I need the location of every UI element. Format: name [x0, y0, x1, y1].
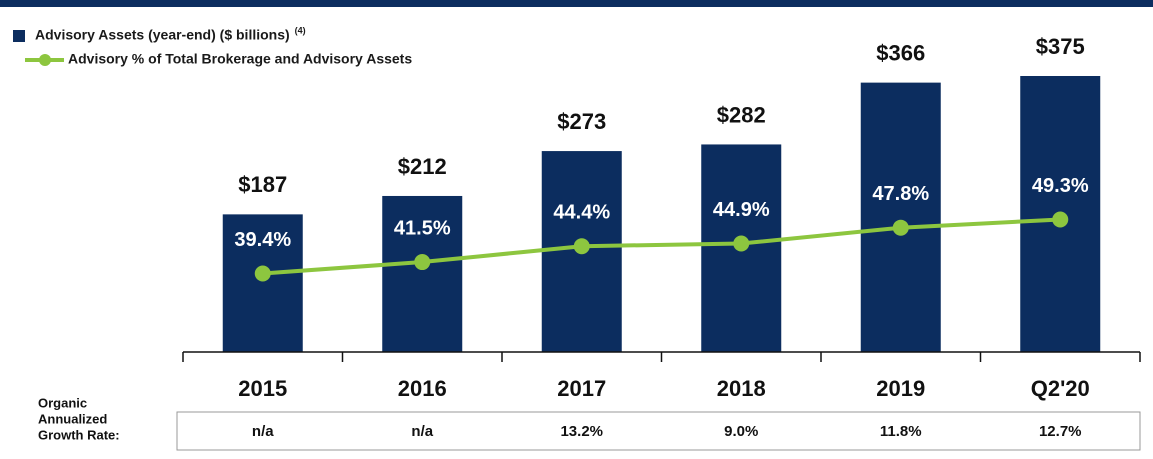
line-value-label: 49.3% [1032, 175, 1089, 197]
bar-value-label: $212 [398, 154, 447, 179]
table-row-label: Growth Rate: [38, 427, 120, 442]
bar [222, 214, 303, 352]
x-tick-label: 2018 [717, 376, 766, 401]
line-value-label: 47.8% [872, 183, 929, 205]
x-tick-label: Q2'20 [1031, 376, 1090, 401]
bar [860, 82, 941, 353]
bar [382, 195, 463, 352]
line-point [573, 238, 590, 255]
legend-swatch-bar [13, 30, 25, 42]
bar-value-label: $187 [238, 172, 287, 197]
line-point [1052, 211, 1069, 228]
bar-value-label: $282 [717, 102, 766, 127]
bar-value-label: $366 [876, 40, 925, 65]
line-point [254, 265, 271, 282]
table-row-label: Annualized [38, 411, 107, 426]
table-cell: 9.0% [724, 423, 758, 440]
line-value-label: 44.4% [553, 202, 610, 224]
line-value-label: 44.9% [713, 199, 770, 221]
line-point [892, 219, 909, 236]
table-box [176, 411, 1141, 451]
table-cell: n/a [411, 423, 433, 440]
table-cell: 11.8% [880, 423, 922, 440]
bar-value-label: $375 [1036, 34, 1085, 59]
line-value-label: 41.5% [394, 217, 451, 239]
legend-label: Advisory Assets (year-end) ($ billions) [35, 27, 290, 43]
legend-note: (4) [295, 25, 306, 35]
line-point [733, 235, 750, 252]
x-tick-label: 2015 [238, 376, 287, 401]
x-tick-label: 2017 [557, 376, 606, 401]
x-tick-label: 2019 [876, 376, 925, 401]
line-point [414, 254, 431, 271]
legend-label: Advisory % of Total Brokerage and Adviso… [68, 51, 412, 67]
legend-swatch-dot [39, 54, 51, 66]
table-cell: 12.7% [1039, 423, 1082, 440]
table-row-label: Organic [38, 395, 87, 410]
x-tick-label: 2016 [398, 376, 447, 401]
table-cell: n/a [252, 423, 274, 440]
bar-value-label: $273 [557, 109, 606, 134]
table-cell: 13.2% [560, 423, 603, 440]
line [262, 217, 1061, 276]
line-value-label: 39.4% [234, 229, 291, 251]
header-band [0, 0, 1153, 7]
